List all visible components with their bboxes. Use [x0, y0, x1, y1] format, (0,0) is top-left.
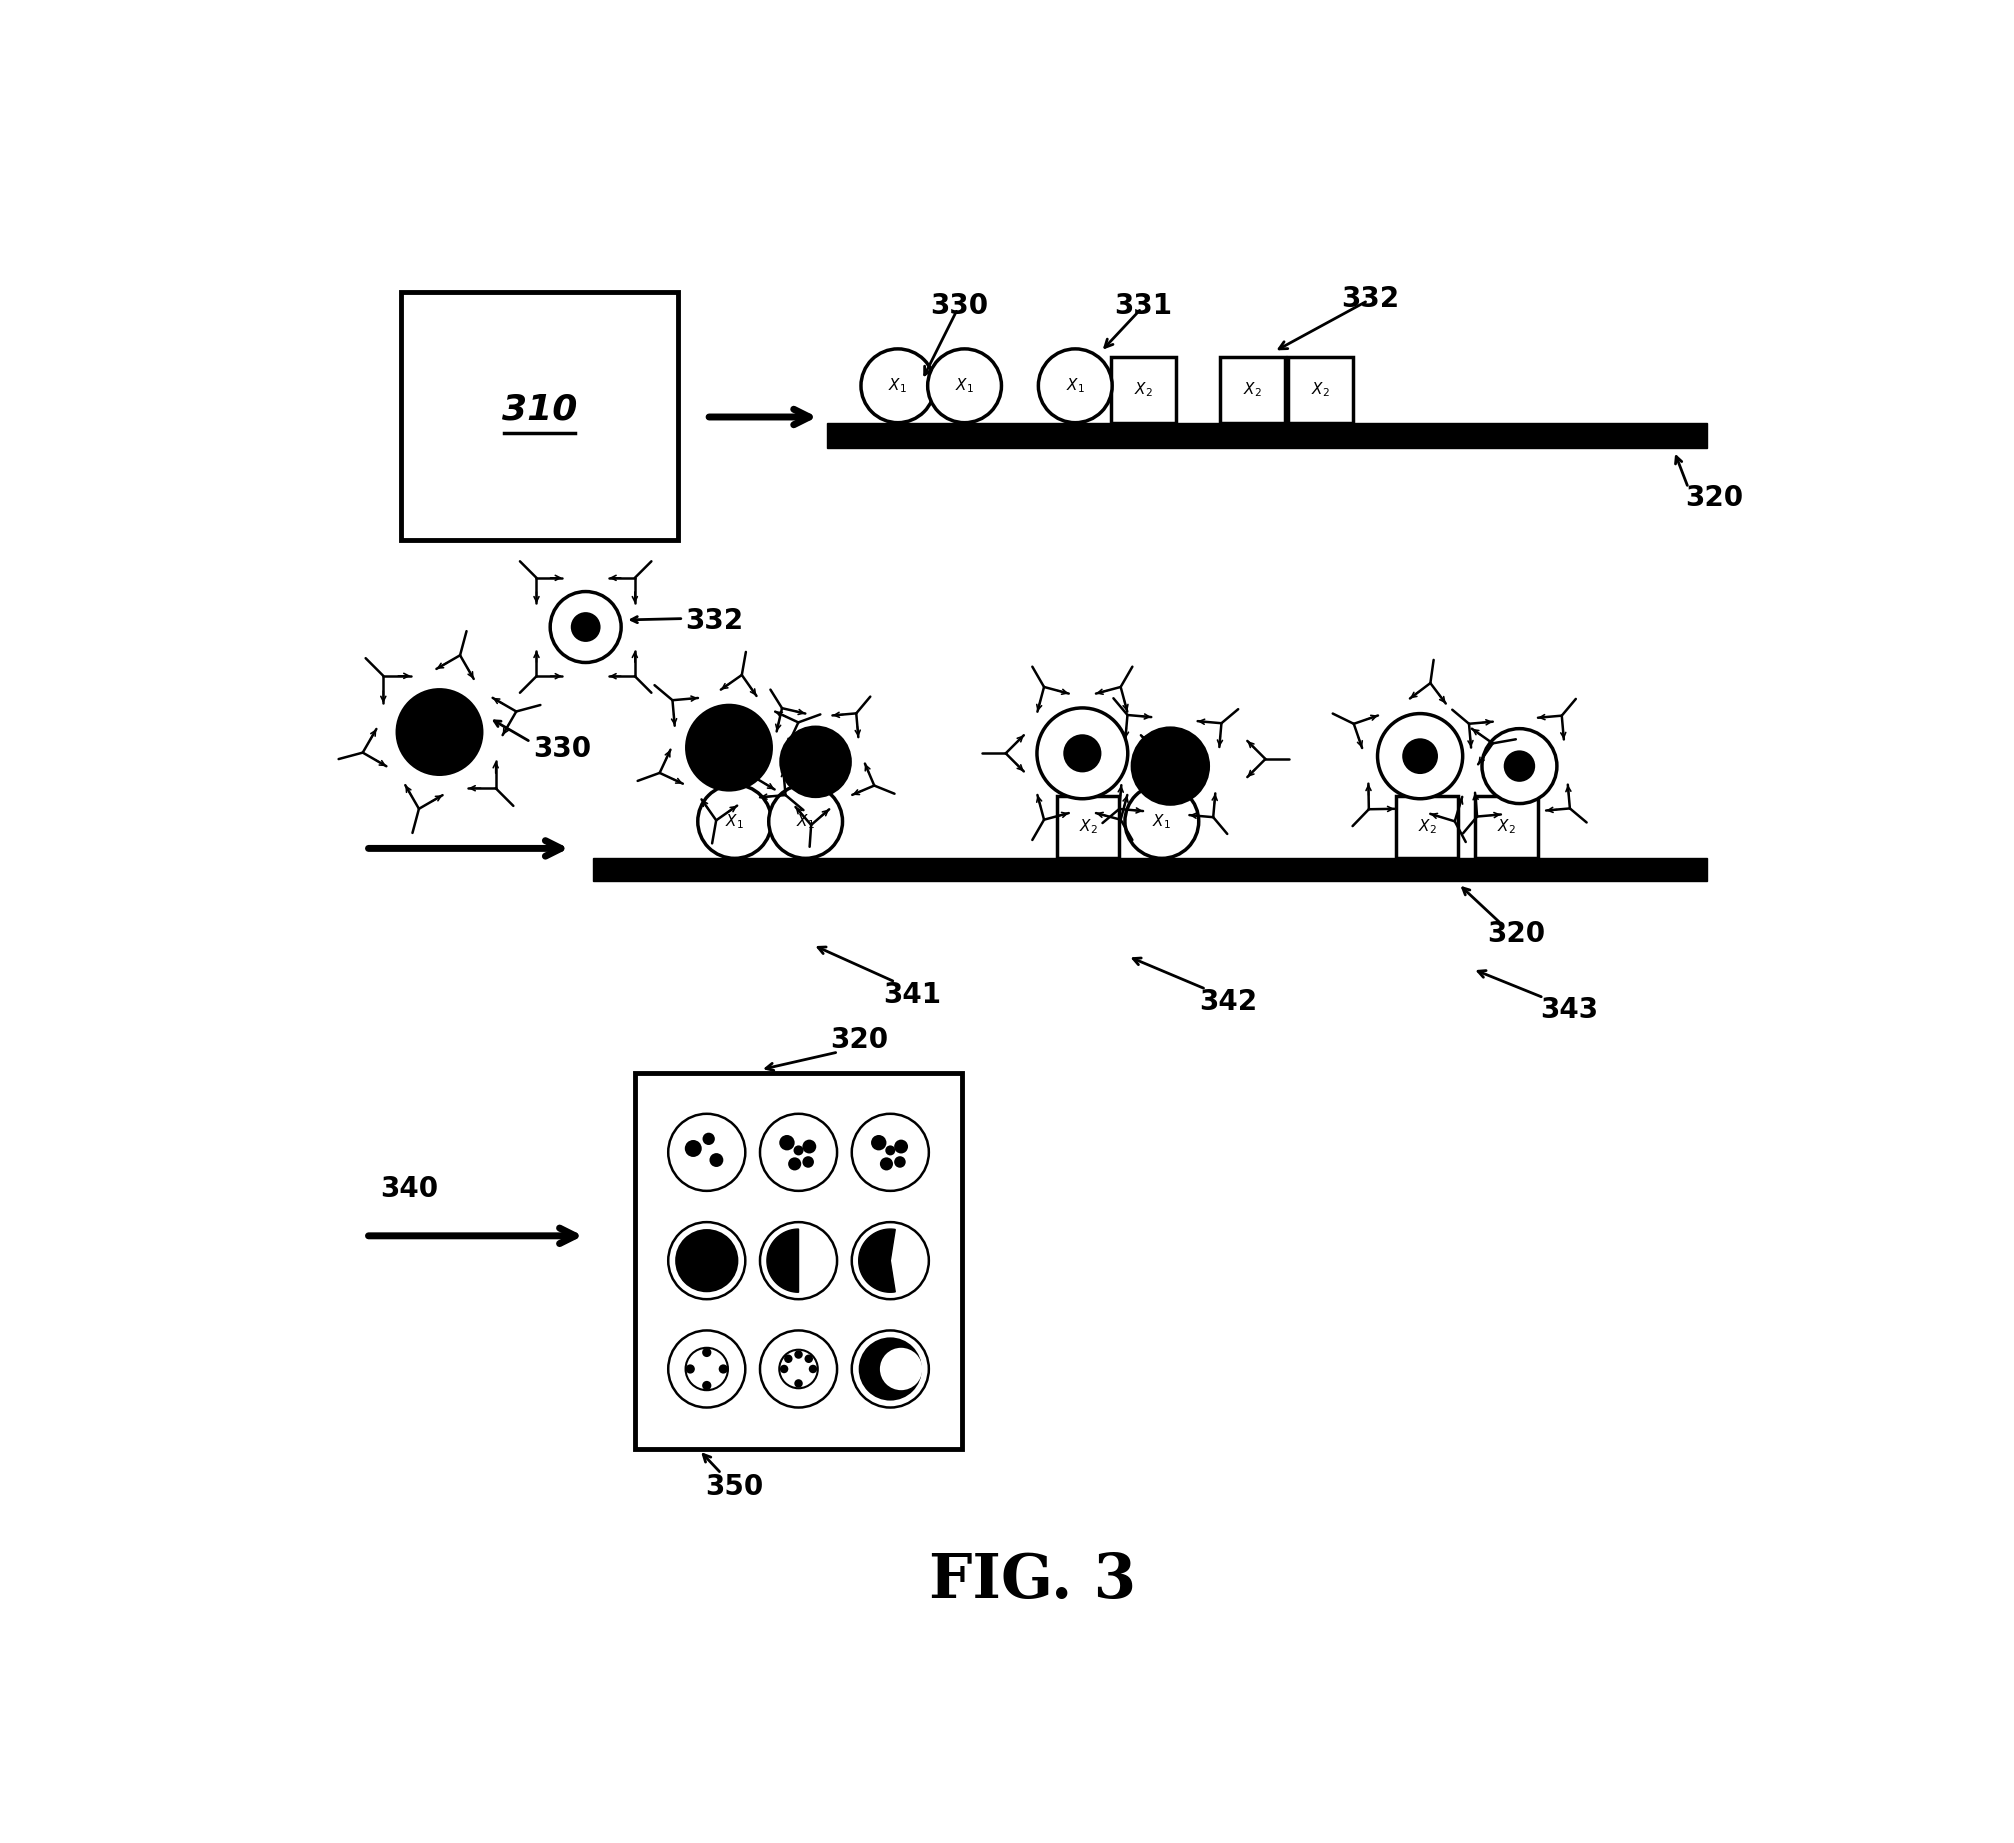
Text: $X_2$: $X_2$: [1077, 818, 1098, 837]
Circle shape: [858, 1338, 922, 1401]
Circle shape: [880, 1347, 922, 1390]
Circle shape: [794, 1379, 802, 1388]
Text: 320: 320: [1684, 485, 1742, 512]
Circle shape: [1480, 728, 1557, 804]
Text: 330: 330: [928, 293, 987, 321]
Circle shape: [779, 1366, 787, 1373]
Circle shape: [669, 1113, 745, 1191]
Circle shape: [1037, 708, 1128, 798]
Circle shape: [685, 1141, 701, 1157]
Bar: [1396, 796, 1458, 859]
Text: $X_1$: $X_1$: [725, 813, 743, 831]
Circle shape: [719, 1364, 727, 1373]
Circle shape: [703, 1133, 715, 1145]
Circle shape: [709, 1154, 723, 1167]
Circle shape: [852, 1331, 928, 1408]
Circle shape: [804, 1355, 812, 1364]
Circle shape: [802, 1139, 816, 1154]
Text: $X_1$: $X_1$: [888, 376, 906, 394]
Circle shape: [687, 706, 771, 791]
Circle shape: [685, 1364, 695, 1373]
Circle shape: [701, 1347, 711, 1356]
Circle shape: [779, 726, 850, 796]
Circle shape: [926, 348, 1001, 422]
Polygon shape: [767, 1229, 798, 1292]
Bar: [634, 1073, 961, 1449]
Circle shape: [1132, 728, 1208, 804]
Circle shape: [783, 1355, 792, 1364]
Circle shape: [759, 1331, 836, 1408]
Text: $X_2$: $X_2$: [1134, 382, 1152, 400]
Bar: [1287, 358, 1353, 422]
Text: 332: 332: [685, 608, 743, 636]
Bar: [1474, 796, 1537, 859]
Bar: [1218, 358, 1285, 422]
Text: 331: 331: [1114, 293, 1172, 321]
Bar: [1055, 796, 1118, 859]
Circle shape: [397, 689, 481, 774]
Circle shape: [808, 1366, 818, 1373]
Circle shape: [759, 1113, 836, 1191]
Circle shape: [669, 1222, 745, 1299]
Text: $X_2$: $X_2$: [1243, 382, 1261, 400]
Text: 330: 330: [534, 735, 590, 763]
Text: 320: 320: [1486, 920, 1545, 947]
Circle shape: [759, 1222, 836, 1299]
Circle shape: [1402, 739, 1438, 774]
Circle shape: [1037, 348, 1112, 422]
Text: 343: 343: [1539, 997, 1597, 1025]
Text: $X_1$: $X_1$: [955, 376, 973, 394]
Circle shape: [894, 1156, 904, 1168]
Text: $X_2$: $X_2$: [1311, 382, 1329, 400]
Text: 350: 350: [705, 1473, 763, 1500]
Circle shape: [794, 1145, 804, 1156]
Bar: [401, 293, 677, 540]
Circle shape: [852, 1222, 928, 1299]
Polygon shape: [858, 1229, 894, 1292]
Bar: [826, 422, 1706, 448]
Circle shape: [697, 785, 771, 859]
Bar: [1110, 358, 1176, 422]
Circle shape: [1063, 734, 1102, 772]
Circle shape: [884, 1145, 894, 1156]
Circle shape: [1502, 750, 1535, 781]
Circle shape: [669, 1331, 745, 1408]
Circle shape: [550, 592, 620, 662]
Circle shape: [769, 785, 842, 859]
Circle shape: [1124, 785, 1198, 859]
Circle shape: [675, 1229, 737, 1292]
Circle shape: [787, 1157, 802, 1170]
Circle shape: [860, 348, 934, 422]
Text: FIG. 3: FIG. 3: [928, 1550, 1136, 1611]
Text: 341: 341: [882, 980, 941, 1008]
Circle shape: [1378, 713, 1462, 798]
Circle shape: [870, 1135, 886, 1150]
Circle shape: [794, 1351, 802, 1358]
Text: $X_2$: $X_2$: [1496, 818, 1515, 837]
Circle shape: [570, 612, 600, 641]
Circle shape: [880, 1157, 892, 1170]
Text: 332: 332: [1341, 286, 1400, 313]
Circle shape: [802, 1156, 814, 1168]
Text: $X_1$: $X_1$: [1152, 813, 1170, 831]
Circle shape: [701, 1380, 711, 1390]
Circle shape: [779, 1135, 794, 1150]
Bar: [592, 859, 1706, 881]
Text: $X_1$: $X_1$: [1065, 376, 1084, 394]
Text: 340: 340: [381, 1176, 437, 1203]
Text: 342: 342: [1198, 988, 1257, 1015]
Text: $X_1$: $X_1$: [796, 813, 814, 831]
Text: 310: 310: [501, 393, 576, 426]
Text: $X_2$: $X_2$: [1418, 818, 1436, 837]
Circle shape: [894, 1139, 908, 1154]
Text: 320: 320: [830, 1027, 888, 1054]
Circle shape: [852, 1113, 928, 1191]
